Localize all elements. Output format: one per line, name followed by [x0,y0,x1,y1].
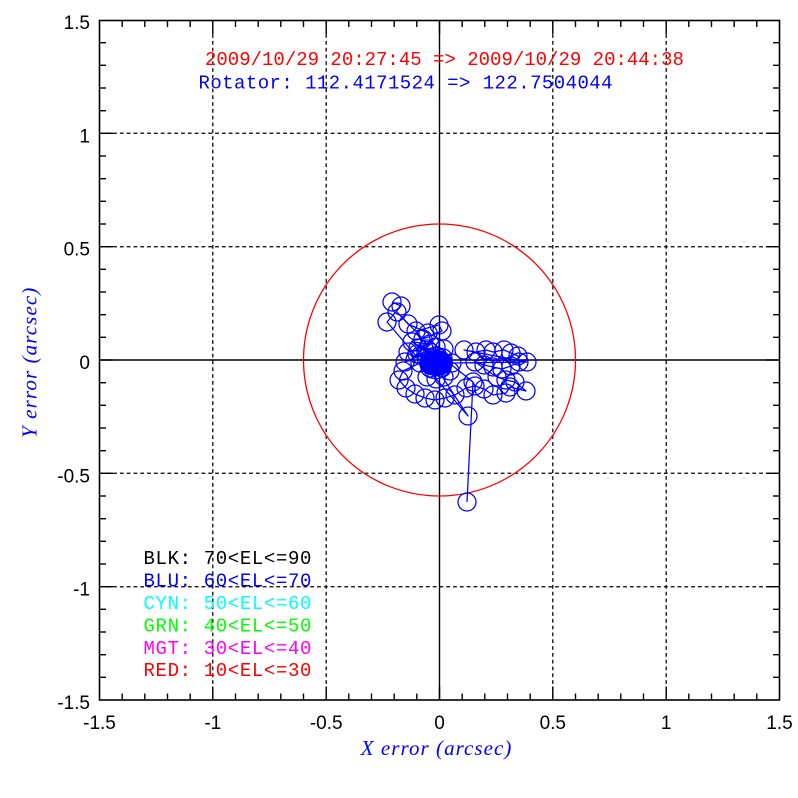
svg-text:-0.5: -0.5 [57,466,90,487]
svg-text:0: 0 [434,713,445,734]
svg-text:RED: 10<EL<=30: RED: 10<EL<=30 [144,660,313,682]
svg-text:0.5: 0.5 [64,240,90,261]
svg-text:Y error (arcsec): Y error (arcsec) [18,287,42,438]
svg-text:0.5: 0.5 [540,713,566,734]
svg-text:1.5: 1.5 [64,13,90,34]
svg-text:-1.5: -1.5 [83,713,116,734]
svg-text:BLK: 70<EL<=90: BLK: 70<EL<=90 [144,548,313,570]
svg-text:BLU: 60<EL<=70: BLU: 60<EL<=70 [144,571,313,593]
svg-text:Rotator: 112.4171524 => 122.75: Rotator: 112.4171524 => 122.7504044 [199,73,613,95]
svg-text:-1.5: -1.5 [57,693,90,714]
svg-text:CYN: 50<EL<=60: CYN: 50<EL<=60 [144,593,313,615]
svg-text:-0.5: -0.5 [310,713,343,734]
svg-text:1.5: 1.5 [766,713,792,734]
svg-text:X error (arcsec): X error (arcsec) [360,736,513,760]
svg-text:GRN: 40<EL<=50: GRN: 40<EL<=50 [144,615,313,637]
svg-text:2009/10/29 20:27:45 => 2009/10: 2009/10/29 20:27:45 => 2009/10/29 20:44:… [205,49,684,71]
svg-text:MGT: 30<EL<=40: MGT: 30<EL<=40 [144,638,313,660]
svg-text:1: 1 [79,126,90,147]
svg-text:0: 0 [79,353,90,374]
svg-text:1: 1 [661,713,672,734]
svg-text:-1: -1 [73,580,90,601]
svg-text:-1: -1 [204,713,221,734]
